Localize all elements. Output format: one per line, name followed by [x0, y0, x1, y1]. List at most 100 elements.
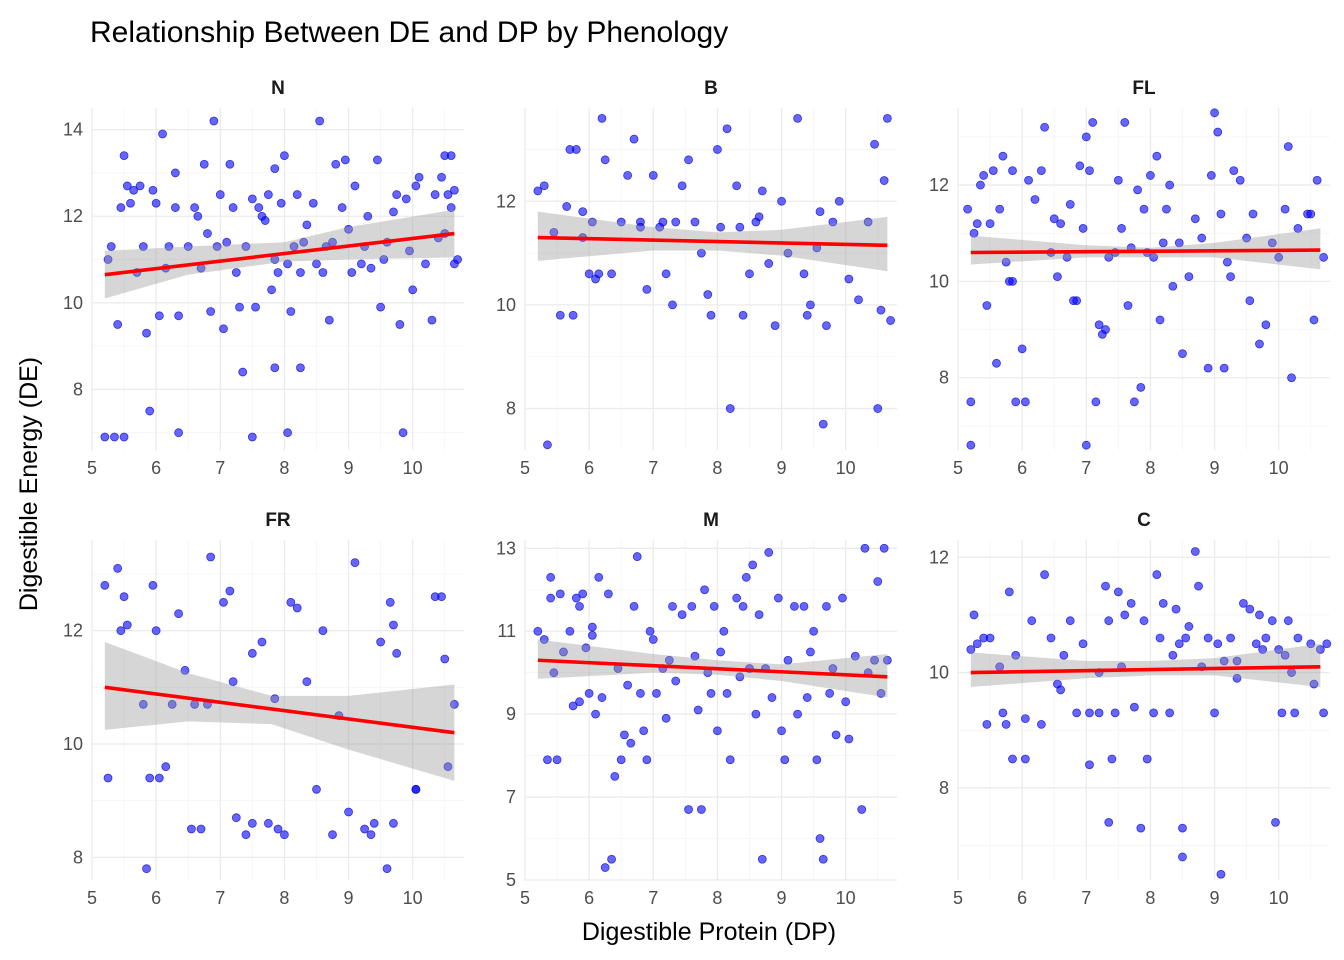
- data-point: [170, 168, 180, 178]
- x-tick-label: 6: [151, 458, 161, 478]
- data-point: [443, 762, 453, 772]
- data-point: [408, 285, 418, 295]
- data-point: [725, 404, 735, 413]
- data-point: [203, 229, 212, 238]
- x-tick-label: 7: [1081, 888, 1091, 908]
- data-point: [870, 655, 879, 665]
- data-point: [219, 324, 228, 334]
- data-point: [757, 854, 767, 864]
- data-point: [533, 186, 543, 196]
- data-point: [337, 203, 347, 212]
- data-point: [591, 709, 600, 719]
- x-tick-label: 5: [520, 888, 530, 908]
- data-point: [1271, 817, 1280, 827]
- data-point: [1206, 171, 1216, 180]
- data-point: [1085, 760, 1094, 770]
- data-point: [636, 689, 645, 698]
- data-point: [1094, 320, 1104, 330]
- data-point: [1293, 633, 1303, 643]
- data-point: [575, 601, 584, 611]
- data-point: [668, 601, 677, 611]
- data-point: [546, 593, 556, 603]
- y-tick-label: 5: [506, 870, 516, 890]
- data-point: [696, 805, 706, 814]
- data-point: [1059, 650, 1069, 660]
- data-point: [809, 626, 819, 636]
- data-point: [138, 699, 148, 709]
- data-point: [1020, 397, 1030, 407]
- data-point: [584, 689, 594, 698]
- facet-strip-label: B: [704, 78, 718, 99]
- data-point: [1049, 214, 1059, 224]
- data-point: [344, 807, 353, 817]
- data-point: [110, 432, 119, 442]
- data-point: [437, 172, 446, 182]
- data-point: [1101, 581, 1110, 591]
- data-point: [1190, 547, 1200, 556]
- data-point: [972, 639, 982, 649]
- data-point: [822, 321, 831, 331]
- regression-line: [970, 664, 1321, 675]
- data-point: [1001, 257, 1011, 267]
- data-point: [713, 145, 722, 154]
- data-point: [1152, 570, 1162, 579]
- data-point: [1280, 650, 1290, 660]
- data-point: [757, 186, 767, 196]
- data-point: [838, 593, 847, 603]
- data-point: [818, 419, 828, 429]
- data-point: [231, 268, 241, 277]
- data-point: [421, 259, 430, 269]
- data-point: [1020, 754, 1030, 764]
- x-tick-label: 10: [403, 888, 423, 908]
- data-point: [376, 302, 386, 312]
- data-point: [1165, 180, 1175, 190]
- data-point: [822, 601, 831, 611]
- data-point: [863, 217, 873, 227]
- data-point: [1210, 708, 1219, 718]
- x-tick-label: 9: [344, 888, 354, 908]
- data-point: [854, 295, 863, 305]
- data-point: [138, 242, 148, 251]
- data-point: [1226, 272, 1235, 281]
- data-point: [1008, 166, 1017, 176]
- data-point: [1274, 645, 1284, 654]
- y-tick-label: 10: [63, 734, 83, 754]
- x-tick-label: 10: [836, 458, 856, 478]
- data-point: [780, 755, 790, 765]
- data-point: [292, 190, 302, 199]
- data-point: [1194, 581, 1203, 591]
- data-point: [1158, 598, 1168, 608]
- data-point: [985, 633, 995, 643]
- data-point: [1274, 252, 1284, 262]
- y-tick-label: 12: [63, 206, 83, 226]
- y-tick-label: 10: [929, 663, 949, 683]
- data-point: [328, 830, 337, 840]
- data-point: [1117, 224, 1126, 233]
- data-point: [690, 217, 700, 227]
- data-point: [270, 694, 280, 704]
- data-point: [437, 592, 446, 602]
- y-tick-label: 12: [929, 547, 949, 567]
- data-point: [972, 219, 982, 229]
- data-point: [632, 552, 642, 561]
- facet-panel-N: 5 6 7 8 9 10 8 10 12 14 N: [63, 78, 464, 478]
- data-point: [164, 242, 174, 251]
- data-point: [254, 203, 264, 212]
- data-point: [1245, 296, 1255, 306]
- data-point: [1139, 616, 1149, 626]
- data-point: [1312, 175, 1322, 185]
- x-tick-label: 5: [953, 458, 963, 478]
- data-point: [1222, 257, 1232, 267]
- data-point: [183, 242, 193, 251]
- data-point: [251, 302, 260, 312]
- data-point: [1065, 616, 1075, 626]
- data-point: [312, 784, 321, 794]
- data-point: [1136, 823, 1146, 833]
- regression-line: [970, 248, 1321, 255]
- data-point: [616, 217, 626, 227]
- data-point: [1261, 320, 1271, 330]
- data-point: [174, 311, 183, 321]
- data-point: [976, 180, 985, 190]
- data-point: [815, 207, 825, 217]
- data-point: [196, 824, 206, 834]
